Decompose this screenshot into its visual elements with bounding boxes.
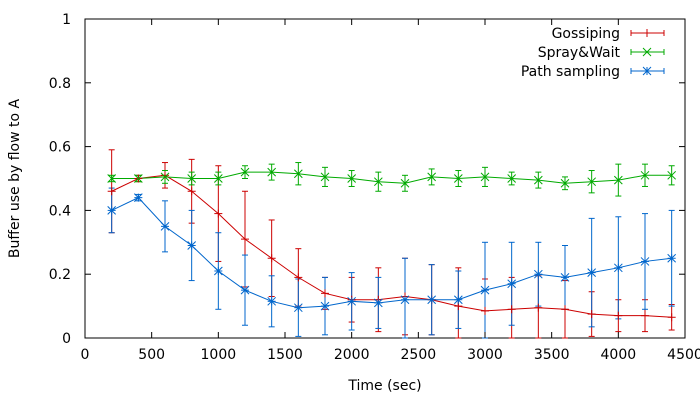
- spray-wait-point: [480, 172, 490, 182]
- spray-wait-point: [560, 178, 570, 188]
- path-sampling-point: [213, 266, 223, 276]
- path-sampling-line: [111, 197, 672, 309]
- gossiping-point: [507, 305, 516, 314]
- x-tick-label: 1500: [267, 347, 303, 363]
- y-axis-ticks: 0 0.2 0.4 0.6 0.8 1: [49, 12, 685, 347]
- path-sampling-point: [587, 268, 597, 277]
- plot-frame: [84, 18, 686, 339]
- spray-wait-point: [400, 178, 410, 188]
- spray-wait-point: [587, 177, 597, 187]
- gossiping-point: [614, 311, 623, 320]
- gossiping-point: [641, 311, 649, 320]
- spray-wait-point: [267, 167, 277, 177]
- legend-label: Path sampling: [521, 64, 620, 80]
- spray-wait-point: [133, 174, 143, 183]
- gossiping-point: [294, 273, 303, 282]
- path-sampling-point: [160, 221, 170, 231]
- path-sampling-point: [507, 279, 517, 289]
- spray-wait-point: [640, 170, 650, 180]
- path-sampling-point: [320, 301, 330, 311]
- path-sampling-point: [373, 298, 383, 308]
- x-tick-label: 2500: [401, 347, 437, 363]
- legend-item-gossiping: Gossiping: [552, 26, 665, 42]
- path-sampling-point: [533, 269, 543, 279]
- gossiping-point: [321, 289, 329, 298]
- path-sampling-point: [293, 303, 303, 313]
- path-sampling-point: [267, 296, 277, 306]
- spray-wait-point: [373, 177, 383, 187]
- path-sampling-point: [347, 296, 357, 306]
- spray-wait-point: [507, 174, 517, 183]
- spray-wait-point: [533, 175, 543, 185]
- path-sampling-point: [640, 257, 650, 266]
- gossiping-point: [187, 187, 196, 196]
- gossiping-point: [534, 303, 543, 312]
- y-tick-label: 0.2: [49, 267, 71, 283]
- spray-wait-line: [111, 171, 672, 184]
- path-sampling-point: [187, 241, 197, 250]
- path-sampling-point: [453, 295, 463, 305]
- x-tick-label: 3500: [534, 347, 570, 363]
- path-sampling-point: [667, 253, 677, 263]
- spray-wait-point: [667, 170, 677, 180]
- gossiping-point: [267, 254, 276, 263]
- legend-item-spray-wait: Spray&Wait: [538, 45, 665, 61]
- x-tick-label: 2000: [334, 347, 370, 363]
- spray-wait-point: [187, 174, 197, 183]
- x-tick-label: 0: [81, 347, 90, 363]
- y-axis-title: Buffer use by flow to A: [7, 99, 23, 259]
- gossiping-point: [107, 187, 116, 196]
- path-sampling-point: [613, 263, 623, 273]
- gossiping-point: [214, 209, 223, 218]
- gossiping-line: [111, 174, 672, 318]
- y-tick-label: 0.4: [49, 203, 71, 219]
- series-lines: [111, 171, 672, 318]
- x-tick-label: 1000: [201, 347, 237, 363]
- path-sampling-point: [133, 193, 143, 202]
- path-sampling-point: [240, 285, 250, 295]
- x-tick-label: 3000: [467, 347, 503, 363]
- spray-wait-point: [427, 172, 437, 182]
- path-sampling-point: [427, 295, 437, 305]
- plot-border: [84, 18, 686, 339]
- spray-wait-point: [293, 169, 303, 179]
- spray-wait-point: [453, 174, 463, 183]
- spray-wait-point: [347, 174, 357, 183]
- spray-wait-point: [613, 175, 623, 185]
- gossiping-point: [667, 313, 676, 322]
- spray-wait-point: [213, 174, 223, 183]
- gossiping-point: [587, 310, 596, 319]
- legend-label: Spray&Wait: [538, 45, 621, 61]
- x-tick-label: 4500: [667, 347, 700, 363]
- y-tick-label: 1: [62, 12, 71, 28]
- legend-marker: [642, 47, 652, 57]
- legend: Gossiping Spray&Wait Path sampling: [521, 26, 665, 80]
- path-sampling-point: [480, 285, 490, 295]
- legend-marker: [642, 66, 652, 76]
- spray-wait-point: [160, 172, 170, 182]
- series-markers: [107, 167, 677, 322]
- path-sampling-point: [400, 295, 410, 305]
- gossiping-point: [561, 305, 569, 314]
- x-axis-title: Time (sec): [347, 378, 421, 394]
- spray-wait-point: [107, 174, 117, 183]
- x-axis-ticks: 0 500 1000 1500 2000 2500 3000 3500 4000 4500: [81, 19, 700, 363]
- y-tick-label: 0: [62, 331, 71, 347]
- legend-marker: [643, 29, 651, 37]
- spray-wait-point: [240, 167, 250, 177]
- y-tick-label: 0.6: [49, 140, 71, 156]
- gossiping-point: [241, 235, 249, 244]
- y-tick-label: 0.8: [49, 76, 71, 92]
- path-sampling-point: [107, 206, 117, 215]
- gossiping-point: [161, 171, 169, 180]
- legend-item-path-sampling: Path sampling: [521, 64, 665, 80]
- legend-label: Gossiping: [552, 26, 620, 42]
- path-sampling-point: [560, 273, 570, 282]
- spray-wait-point: [320, 172, 330, 182]
- x-tick-label: 4000: [601, 347, 637, 363]
- gossiping-point: [481, 306, 489, 315]
- x-tick-label: 500: [138, 347, 165, 363]
